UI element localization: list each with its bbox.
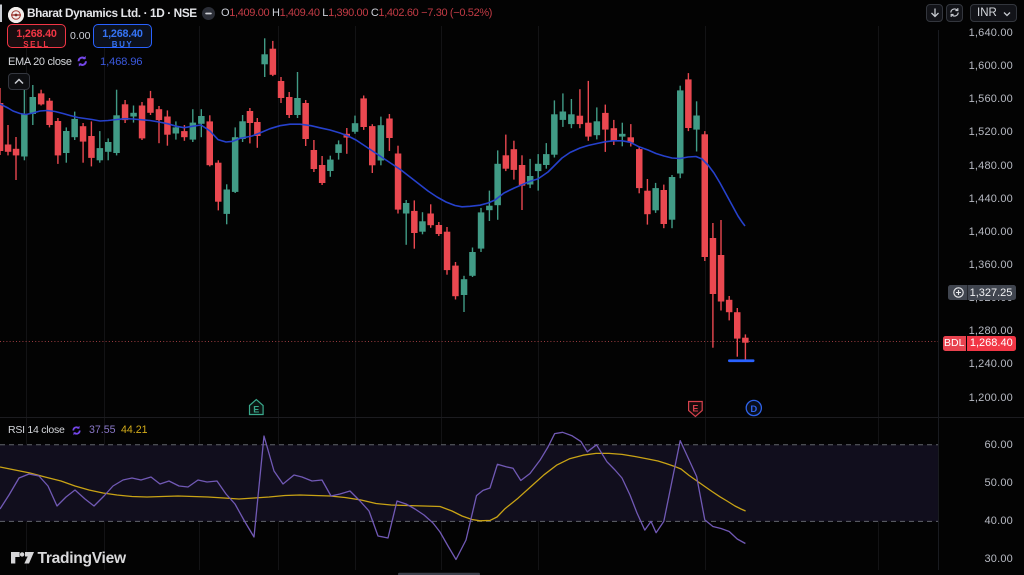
svg-text:E: E	[692, 404, 698, 414]
svg-text:D: D	[750, 404, 757, 415]
svg-text:E: E	[253, 404, 259, 414]
